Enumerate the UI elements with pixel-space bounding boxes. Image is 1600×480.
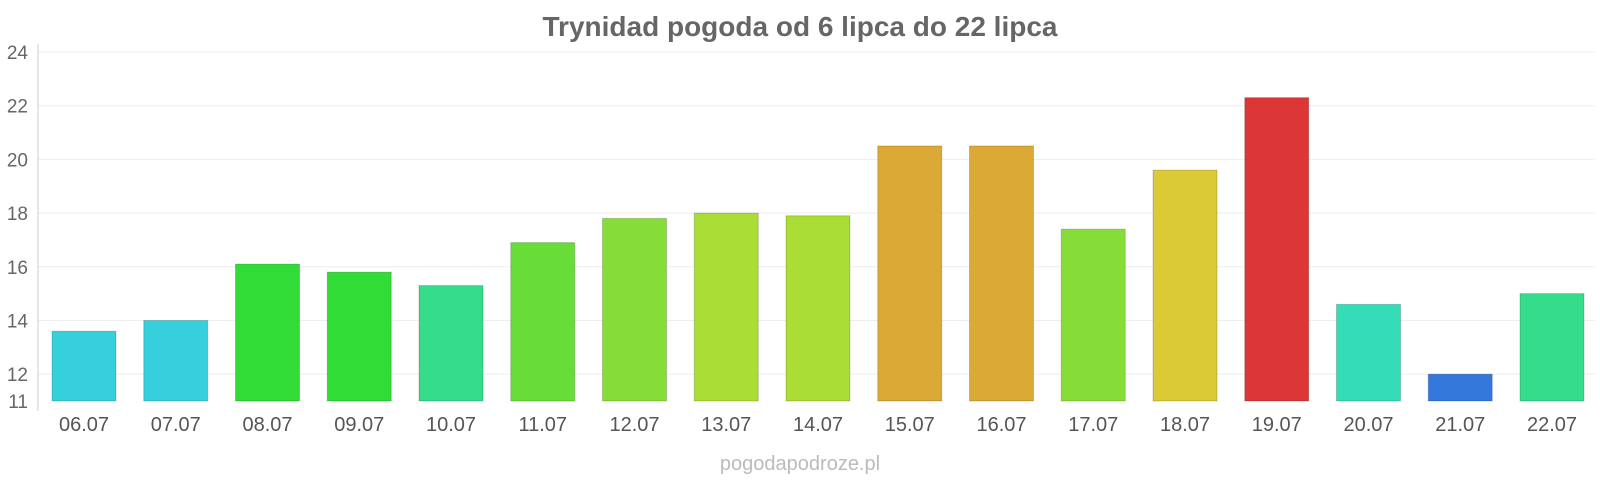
bar [143, 319, 209, 402]
y-tick-label: 24 [7, 43, 29, 64]
bar [602, 217, 667, 402]
bar [326, 271, 392, 402]
bar [1152, 169, 1218, 402]
y-axis-ticks: 11 12 14 16 18 20 22 24 [7, 43, 29, 413]
y-tick-label: 11 [8, 392, 28, 413]
bar [877, 145, 943, 402]
y-tick-label: 18 [7, 204, 28, 225]
y-tick-label: 22 [7, 97, 28, 118]
x-tick-label: 06.07 [59, 414, 109, 436]
x-tick-label: 21.07 [1435, 414, 1485, 436]
bar [785, 215, 851, 402]
x-tick-label: 07.07 [151, 414, 201, 436]
x-tick-label: 11.07 [518, 414, 567, 436]
x-tick-label: 14.07 [793, 414, 843, 436]
y-tick-label: 12 [7, 365, 28, 386]
bar [1427, 373, 1493, 402]
x-tick-label: 15.07 [885, 414, 935, 436]
bar [418, 285, 484, 402]
y-tick-label: 14 [7, 311, 29, 332]
y-tick-label: 16 [7, 258, 28, 279]
bar [1060, 228, 1126, 402]
bars [51, 97, 1585, 402]
bar [1336, 303, 1401, 402]
x-tick-label: 18.07 [1160, 414, 1210, 436]
bar [693, 212, 759, 402]
bar [51, 330, 117, 402]
bar [1244, 97, 1310, 402]
credit-text: pogodapodroze.pl [720, 453, 880, 475]
x-tick-label: 19.07 [1252, 414, 1302, 436]
bar [969, 145, 1034, 402]
x-tick-label: 22.07 [1527, 414, 1577, 436]
x-tick-label: 10.07 [426, 414, 476, 436]
chart-title: Trynidad pogoda od 6 lipca do 22 lipca [543, 11, 1058, 42]
x-axis-ticks: 06.07 07.07 08.07 09.07 10.07 11.07 12.07 13.07… [59, 414, 1577, 436]
bar [510, 242, 576, 402]
bar [1519, 293, 1585, 402]
x-tick-label: 20.07 [1343, 414, 1393, 436]
x-tick-label: 17.07 [1068, 414, 1118, 436]
x-tick-label: 09.07 [334, 414, 384, 436]
y-tick-label: 20 [7, 150, 28, 171]
x-tick-label: 13.07 [701, 414, 751, 436]
x-tick-label: 08.07 [242, 414, 292, 436]
x-tick-label: 12.07 [609, 414, 659, 436]
x-tick-label: 16.07 [976, 414, 1026, 436]
bar [235, 263, 300, 402]
